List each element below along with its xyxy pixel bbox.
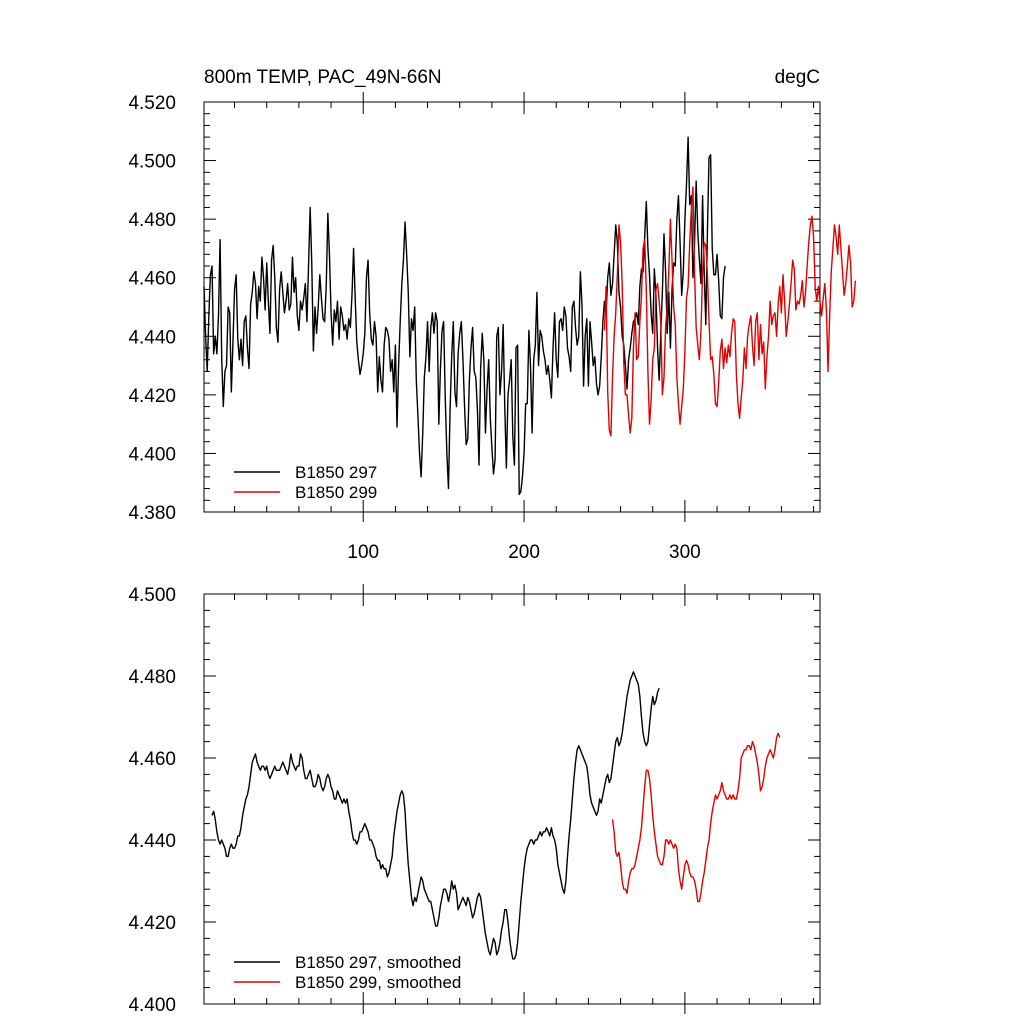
series-line-b1850-297 — [203, 136, 726, 496]
y-tick-label: 4.460 — [128, 749, 176, 770]
y-tick-label: 4.420 — [128, 913, 176, 934]
y-tick-label: 4.380 — [128, 503, 176, 524]
top-panel: 800m TEMP, PAC_49N-66N degC 4.3804.4004.… — [128, 67, 857, 563]
legend-label-b1850-297-smoothed: B1850 297, smoothed — [295, 953, 461, 972]
series-line-b1850-297-smoothed — [211, 671, 660, 960]
top-axes: 4.380 4.400 4.420 4.440 4.460 4.480 4.500 4.520… — [128, 92, 821, 563]
y-tick-label: 4.460 — [128, 269, 176, 290]
legend-label-b1850-299-smoothed: B1850 299, smoothed — [295, 973, 461, 992]
bottom-panel: 4.400 4.420 4.440 4.460 4.480 4.500 B1850 297… — [128, 584, 821, 1016]
series-line-b1850-299-smoothed — [611, 732, 781, 903]
chart-title: 800m TEMP, PAC_49N-66N — [204, 67, 442, 88]
y-tick-label: 4.500 — [128, 152, 176, 173]
x-tick-label: 100 — [347, 542, 379, 563]
x-tick-label: 200 — [508, 542, 540, 563]
y-tick-label: 4.500 — [128, 585, 176, 606]
y-tick-label: 4.440 — [128, 327, 176, 348]
units-label: degC — [775, 67, 820, 88]
x-tick-label: 300 — [669, 542, 701, 563]
legend-label-b1850-297: B1850 297 — [295, 463, 377, 482]
bottom-series-group — [211, 671, 781, 960]
top-legend: B1850 297 B1850 299 — [234, 463, 377, 502]
y-tick-label: 4.520 — [128, 93, 176, 114]
y-tick-label: 4.480 — [128, 667, 176, 688]
bottom-axes: 4.400 4.420 4.440 4.460 4.480 4.500 — [128, 584, 821, 1016]
bottom-legend: B1850 297, smoothed B1850 299, smoothed — [234, 953, 461, 992]
y-tick-label: 4.480 — [128, 210, 176, 231]
top-series-group — [203, 136, 857, 496]
y-tick-label: 4.400 — [128, 444, 176, 465]
y-tick-label: 4.400 — [128, 995, 176, 1016]
y-tick-label: 4.420 — [128, 386, 176, 407]
plot-frame — [203, 593, 821, 1005]
y-tick-label: 4.440 — [128, 831, 176, 852]
series-line-b1850-299 — [603, 186, 857, 437]
legend-label-b1850-299: B1850 299 — [295, 483, 377, 502]
